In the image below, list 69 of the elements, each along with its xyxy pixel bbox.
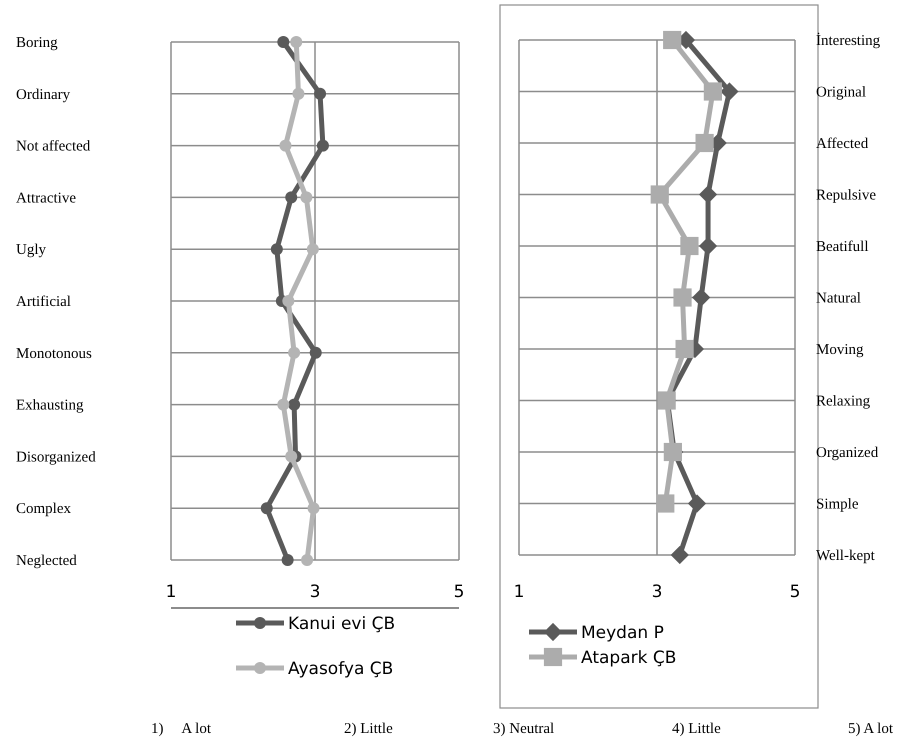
legend-label: Atapark ÇB: [581, 648, 676, 668]
point: [282, 295, 294, 307]
text: 4) Little: [672, 721, 722, 737]
legend-label: Meydan P: [581, 623, 664, 643]
point: [270, 243, 283, 256]
point: [692, 288, 710, 307]
text: 2) Little: [344, 721, 394, 737]
y-tick-label: İnteresting: [816, 32, 881, 49]
y-tick-label: Ugly: [16, 242, 46, 258]
point: [279, 140, 292, 152]
point: [650, 185, 669, 204]
y-tick-label: Disorganized: [16, 449, 96, 466]
y-tick-label: Complex: [16, 501, 72, 518]
point: [308, 502, 320, 514]
text: 1) A lot: [151, 721, 212, 737]
y-tick-label: Attractive: [16, 190, 76, 206]
point: [696, 134, 714, 152]
y-tick-label: Original: [816, 84, 866, 100]
y-tick-label: Repulsive: [816, 188, 876, 204]
y-tick-label: Artificial: [16, 294, 71, 310]
point: [670, 546, 689, 564]
point: [310, 346, 322, 359]
point: [292, 88, 304, 100]
y-tick-label: Monotonous: [16, 346, 92, 362]
point: [285, 450, 298, 462]
point: [282, 554, 294, 566]
point: [663, 30, 682, 50]
point: [260, 502, 273, 514]
x-tick-label: 3: [310, 582, 320, 602]
y-tick-label: Relaxing: [816, 394, 871, 410]
y-tick-label: Affected: [816, 136, 869, 152]
point: [720, 82, 739, 101]
point: [656, 494, 674, 513]
y-tick-label: Exhausting: [16, 398, 84, 414]
x-tick-label: 3: [652, 582, 662, 602]
point: [680, 236, 699, 256]
point: [285, 191, 298, 204]
point: [306, 243, 319, 256]
point: [290, 36, 302, 48]
y-tick-label: Moving: [816, 342, 864, 358]
y-tick-label: Organized: [816, 445, 879, 461]
point: [300, 191, 312, 204]
y-tick-label: Ordinary: [16, 86, 71, 103]
legend-label: Ayasofya ÇB: [288, 659, 394, 679]
point: [688, 494, 706, 513]
point: [316, 140, 329, 152]
y-tick-label: Not affected: [16, 138, 91, 155]
y-tick-label: Boring: [16, 35, 58, 51]
x-tick-label: 1: [514, 582, 524, 602]
y-tick-label: Well-kept: [816, 548, 876, 564]
point: [277, 36, 290, 48]
x-tick-label: 5: [790, 582, 800, 602]
y-tick-label: Beatifull: [816, 239, 868, 255]
point: [704, 82, 722, 101]
legend-label: Kanui evi ÇB: [288, 614, 396, 634]
point: [277, 398, 290, 411]
point: [288, 346, 300, 359]
y-tick-label: Natural: [816, 290, 861, 306]
text: 3) Neutral: [493, 721, 554, 737]
y-tick-label: Simple: [816, 496, 859, 512]
x-tick-label: 1: [166, 582, 176, 602]
x-tick-label: 5: [454, 582, 464, 602]
point: [301, 554, 314, 566]
point: [676, 340, 694, 358]
y-tick-label: Neglected: [16, 553, 78, 569]
point: [673, 288, 692, 307]
point: [314, 88, 326, 100]
text: 5) A lot: [848, 721, 894, 737]
point: [288, 398, 300, 411]
